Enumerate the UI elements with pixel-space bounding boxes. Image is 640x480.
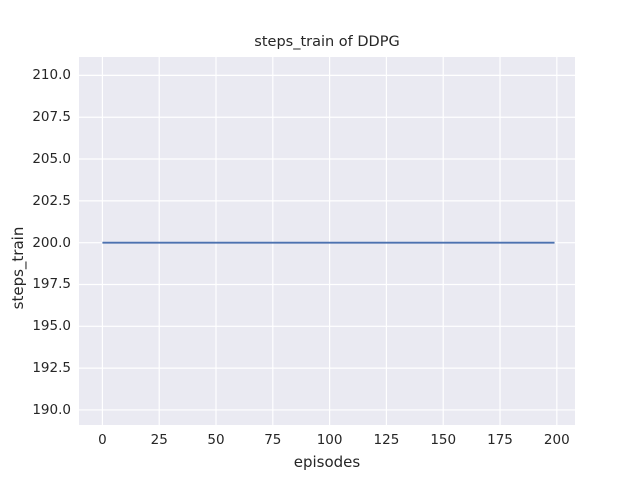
x-tick-label: 50 bbox=[207, 432, 225, 448]
y-tick-label: 190.0 bbox=[32, 401, 71, 418]
y-tick-label: 200.0 bbox=[32, 234, 71, 251]
chart-title: steps_train of DDPG bbox=[254, 34, 400, 50]
y-tick-label: 202.5 bbox=[32, 192, 71, 209]
y-tick-label: 195.0 bbox=[32, 318, 71, 335]
plot-area bbox=[79, 57, 575, 425]
y-tick-labels: 190.0 192.5 195.0 197.5 200.0 202.5 205.0 207.5… bbox=[0, 57, 71, 425]
y-tick-label: 192.5 bbox=[32, 360, 71, 377]
x-tick-label: 0 bbox=[98, 432, 107, 448]
x-tick-label: 25 bbox=[150, 432, 168, 448]
x-tick-label: 150 bbox=[430, 432, 457, 448]
x-tick-label: 75 bbox=[264, 432, 282, 448]
x-tick-label: 125 bbox=[373, 432, 400, 448]
x-tick-labels: 0 25 50 75 100 125 150 175 200 bbox=[79, 432, 575, 450]
y-tick-label: 210.0 bbox=[32, 67, 71, 84]
y-tick-label: 197.5 bbox=[32, 276, 71, 293]
y-tick-label: 207.5 bbox=[32, 109, 71, 126]
x-tick-label: 200 bbox=[543, 432, 570, 448]
x-tick-label: 100 bbox=[316, 432, 343, 448]
plot-canvas bbox=[79, 57, 575, 425]
x-axis-label: episodes bbox=[293, 453, 361, 471]
y-tick-label: 205.0 bbox=[32, 151, 71, 168]
x-tick-label: 175 bbox=[487, 432, 513, 448]
